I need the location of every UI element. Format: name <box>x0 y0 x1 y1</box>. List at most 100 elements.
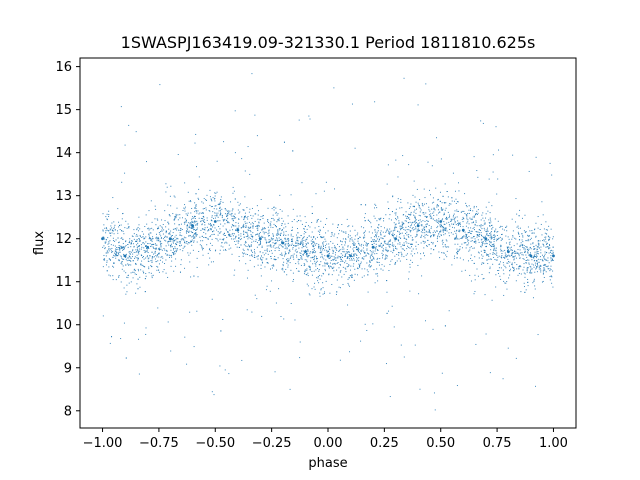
scatter-point <box>254 213 256 215</box>
scatter-point <box>202 249 204 251</box>
scatter-point <box>120 224 122 226</box>
scatter-point <box>416 234 418 236</box>
scatter-point <box>475 343 477 345</box>
scatter-point <box>296 238 298 240</box>
scatter-point <box>442 231 444 233</box>
scatter-point <box>366 262 368 264</box>
scatter-point <box>299 215 301 217</box>
scatter-point <box>497 220 499 222</box>
scatter-point <box>186 224 188 226</box>
scatter-point <box>352 243 354 245</box>
scatter-point <box>117 253 119 255</box>
scatter-point <box>514 237 516 239</box>
scatter-point <box>266 248 268 250</box>
scatter-point <box>543 244 545 246</box>
scatter-point <box>170 246 172 248</box>
scatter-point <box>324 249 326 251</box>
scatter-point <box>259 241 261 243</box>
scatter-point <box>215 212 217 214</box>
scatter-point <box>513 269 515 271</box>
scatter-point <box>281 268 283 270</box>
scatter-point <box>109 232 111 234</box>
scatter-point <box>361 257 363 259</box>
scatter-point <box>147 243 149 245</box>
scatter-point <box>363 275 365 277</box>
scatter-point <box>328 253 330 255</box>
scatter-point <box>266 285 268 287</box>
scatter-point <box>302 254 304 256</box>
scatter-point <box>155 208 157 210</box>
scatter-point <box>506 225 508 227</box>
scatter-point <box>294 245 296 247</box>
scatter-point <box>256 242 258 244</box>
scatter-point <box>268 245 270 247</box>
scatter-point <box>434 409 436 411</box>
scatter-point <box>161 237 163 239</box>
scatter-point <box>444 245 446 247</box>
scatter-point <box>187 191 189 193</box>
scatter-point <box>388 250 390 252</box>
scatter-point <box>511 250 513 252</box>
scatter-point <box>458 223 460 225</box>
scatter-point <box>338 250 340 252</box>
scatter-point <box>470 257 472 259</box>
scatter-point <box>164 239 166 241</box>
scatter-point <box>203 228 205 230</box>
scatter-point <box>521 245 523 247</box>
scatter-point <box>203 208 205 210</box>
scatter-point <box>325 181 327 183</box>
scatter-point <box>349 351 351 353</box>
scatter-point <box>315 258 317 260</box>
scatter-point <box>238 255 240 257</box>
scatter-point <box>430 213 432 215</box>
scatter-point <box>170 185 172 187</box>
scatter-point <box>351 276 353 278</box>
scatter-point <box>322 265 324 267</box>
scatter-point <box>407 222 409 224</box>
scatter-point <box>455 252 457 254</box>
scatter-point <box>162 238 164 240</box>
scatter-point <box>443 228 445 230</box>
scatter-point <box>209 257 211 259</box>
scatter-point <box>152 236 154 238</box>
scatter-point <box>405 254 407 256</box>
scatter-point <box>465 242 467 244</box>
scatter-point <box>468 250 470 252</box>
data-point <box>304 250 307 254</box>
scatter-point <box>150 232 152 234</box>
scatter-point <box>193 237 195 239</box>
scatter-point <box>300 244 302 246</box>
scatter-point <box>465 214 467 216</box>
scatter-point <box>283 261 285 263</box>
scatter-point <box>504 252 506 254</box>
scatter-point <box>549 276 551 278</box>
scatter-point <box>121 263 123 265</box>
scatter-point <box>500 267 502 269</box>
scatter-point <box>205 199 207 201</box>
scatter-point <box>511 252 513 254</box>
scatter-point <box>280 316 282 318</box>
scatter-point <box>552 246 554 248</box>
scatter-point <box>250 250 252 252</box>
scatter-point <box>437 198 439 200</box>
scatter-point <box>105 227 107 229</box>
scatter-point <box>420 236 422 238</box>
scatter-point <box>281 246 283 248</box>
scatter-point <box>103 254 105 256</box>
scatter-point <box>543 240 545 242</box>
scatter-point <box>393 229 395 231</box>
scatter-point <box>383 220 385 222</box>
scatter-point <box>279 239 281 241</box>
scatter-point <box>547 246 549 248</box>
scatter-point <box>444 227 446 229</box>
scatter-point <box>508 246 510 248</box>
scatter-point <box>225 229 227 231</box>
scatter-point <box>274 371 276 373</box>
scatter-point <box>252 227 254 229</box>
scatter-point <box>233 190 235 192</box>
scatter-point <box>442 226 444 228</box>
scatter-point <box>247 248 249 250</box>
scatter-point <box>396 253 398 255</box>
scatter-point <box>530 253 532 255</box>
scatter-point <box>222 233 224 235</box>
